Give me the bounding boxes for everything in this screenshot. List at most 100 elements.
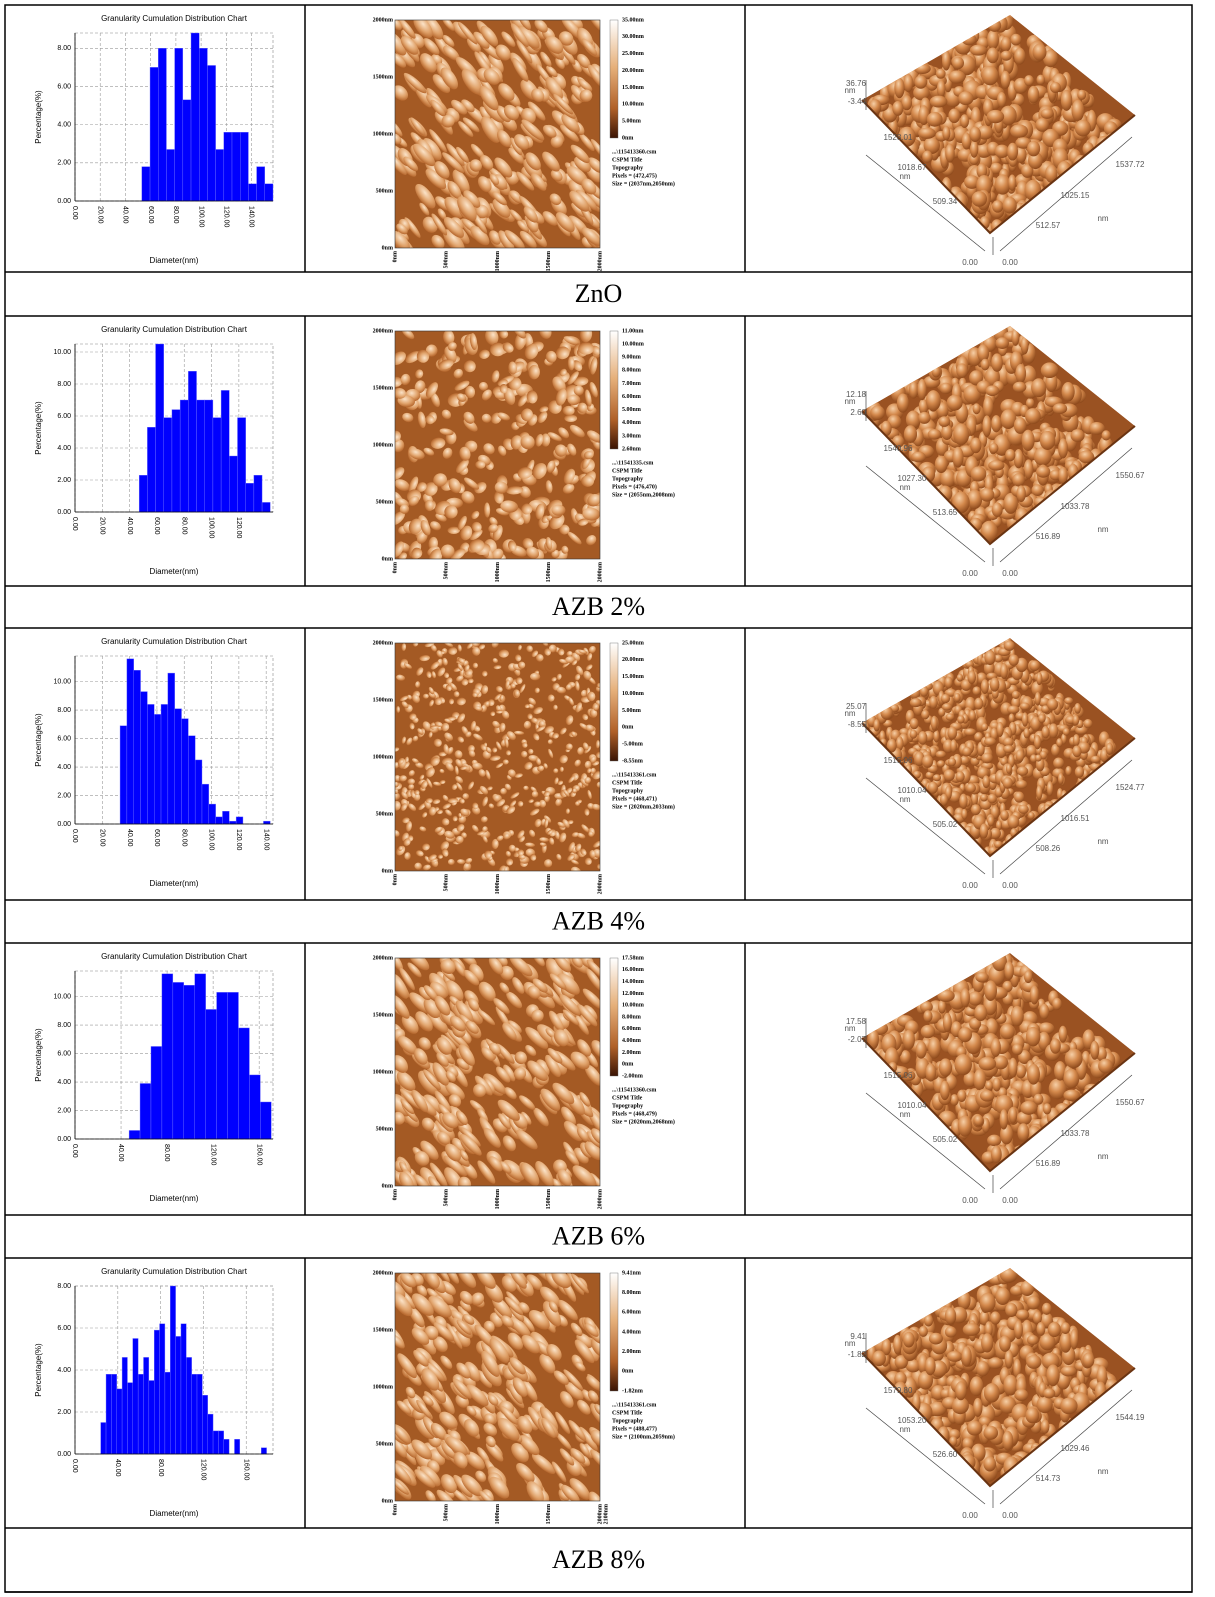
peak (984, 1383, 1000, 1402)
bar (265, 184, 273, 201)
bar (232, 132, 240, 201)
x-tick-label: 500nm (444, 1504, 450, 1521)
left-axis-label: 513.65 (933, 508, 958, 517)
peak (974, 1115, 984, 1126)
bar (158, 48, 166, 201)
peak (1123, 762, 1131, 774)
peak (1078, 165, 1090, 175)
bar (165, 1372, 170, 1454)
color-scale (610, 1273, 618, 1391)
peak (938, 1000, 946, 1013)
x-tick-label: 40.00 (122, 206, 129, 224)
y-tick-label: 500nm (376, 499, 393, 505)
peak (955, 1381, 966, 1400)
scale-label: 10.00nm (622, 691, 644, 697)
bar (150, 67, 158, 201)
x-tick-label: 500nm (444, 562, 450, 579)
peak (981, 753, 993, 764)
peak (945, 677, 953, 689)
peak (1040, 431, 1055, 450)
peak (972, 191, 987, 207)
peak (1004, 961, 1014, 980)
x-tick-label: 1500nm (546, 1504, 552, 1524)
peak (1063, 728, 1070, 736)
x-tick-label: 20.00 (98, 829, 105, 847)
peak (1043, 1103, 1051, 1114)
x-axis-label: Diameter(nm) (150, 256, 199, 265)
file-info: Topography (612, 165, 643, 171)
scale-label: 16.00nm (622, 967, 644, 973)
peak (945, 144, 955, 163)
scale-label: 6.00nm (622, 394, 641, 400)
peak (1074, 703, 1081, 714)
scale-label: 4.00nm (622, 420, 641, 426)
peak (1103, 764, 1112, 775)
y-tick-label: 8.00 (57, 1022, 71, 1029)
peak (1050, 82, 1061, 93)
x-tick-label: 0nm (392, 251, 398, 262)
x-axis-label: Diameter(nm) (150, 1509, 199, 1518)
y-axis-label: Percentage(%) (34, 401, 43, 455)
bar (147, 427, 155, 512)
scale-label: 20.00nm (622, 68, 644, 74)
peak (1014, 48, 1025, 65)
peak (1087, 462, 1104, 476)
file-info: CSPM Title (612, 780, 643, 786)
peak (947, 1351, 963, 1362)
peak (1009, 713, 1015, 723)
scale-label: 9.41nm (622, 1270, 641, 1276)
peak (991, 353, 1003, 372)
y-tick-label: 2000nm (373, 1270, 393, 1276)
peak (1018, 805, 1029, 814)
peak (1088, 779, 1094, 787)
right-axis-unit: nm (1097, 525, 1108, 534)
peak (1005, 449, 1015, 461)
peak (933, 774, 941, 781)
bar (192, 1374, 197, 1454)
y-tick-label: 2.00 (57, 160, 71, 167)
bar (182, 719, 189, 824)
peak (1007, 143, 1018, 161)
chart-title: Granularity Cumulation Distribution Char… (101, 637, 248, 646)
x-tick-label: 120.00 (200, 1459, 207, 1481)
peak (1051, 811, 1059, 820)
y-tick-label: 4.00 (57, 764, 71, 771)
bar (143, 1357, 148, 1454)
peak (1070, 484, 1079, 499)
peak (929, 1333, 943, 1345)
peak (1036, 75, 1044, 85)
peak (1001, 37, 1012, 52)
peak (1128, 763, 1135, 776)
peak (1110, 758, 1119, 773)
bar (154, 1330, 159, 1454)
bar (183, 100, 191, 201)
peak (1060, 1331, 1072, 1353)
left-axis-unit: nm (899, 172, 910, 181)
bar (161, 704, 168, 824)
x-tick-label: 0nm (392, 1504, 398, 1515)
peak (1000, 664, 1008, 679)
x-tick-label: 1500nm (546, 1189, 552, 1209)
bar (224, 1439, 229, 1454)
left-axis-label: 0.00 (962, 1511, 978, 1520)
peak (996, 337, 1009, 349)
peak (935, 456, 948, 473)
peak (1014, 1320, 1023, 1339)
peak (1053, 757, 1064, 768)
peak (1014, 417, 1027, 434)
peak (927, 112, 943, 127)
peak (1014, 449, 1024, 468)
bar (175, 709, 182, 824)
peak (969, 710, 976, 721)
x-tick-label: 100.00 (208, 517, 215, 539)
peak (1104, 767, 1115, 776)
x-tick-label: 1000nm (495, 562, 501, 582)
peak (969, 127, 981, 142)
scale-label: 20.00nm (622, 657, 644, 663)
peak (1072, 746, 1081, 758)
peak (928, 1037, 941, 1059)
y-tick-label: 2.00 (57, 792, 71, 799)
peak (1102, 430, 1111, 440)
file-info: ...\115413360.csm (612, 1087, 656, 1093)
peak (1036, 466, 1050, 478)
